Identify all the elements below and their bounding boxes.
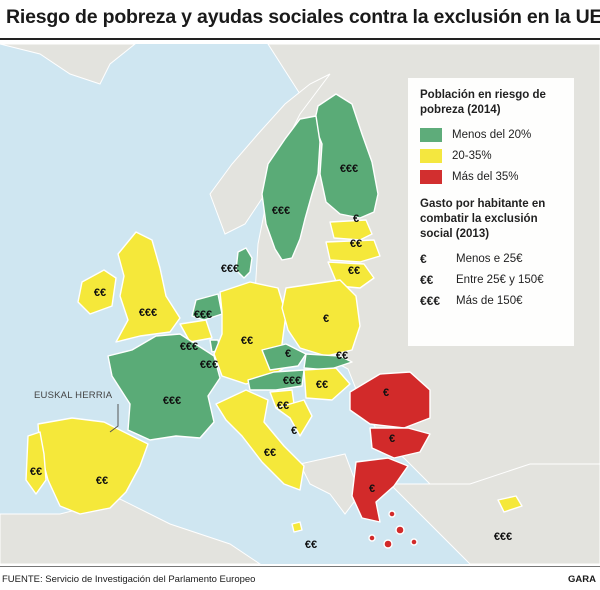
country-greece — [351, 457, 409, 523]
north-africa — [0, 498, 261, 564]
country-romania — [349, 371, 431, 429]
risk-legend-item: Más del 35% — [420, 166, 564, 187]
euro-marker-poland: € — [323, 313, 329, 325]
euro-marker-netherlands: €€€ — [194, 309, 212, 321]
country-portugal — [25, 431, 47, 495]
country-cyprus — [497, 495, 523, 513]
country-ireland — [77, 269, 117, 315]
country-hungary — [303, 367, 351, 401]
country-france — [107, 333, 221, 441]
greek-island — [395, 525, 405, 535]
risk-label-high: Más del 35% — [452, 170, 519, 183]
country-finland — [313, 93, 379, 219]
euro-key-1: € — [420, 251, 427, 266]
country-bulgaria — [369, 427, 431, 459]
balkans — [299, 453, 361, 515]
legend: Población en riesgo de pobreza (2014) Me… — [408, 78, 574, 346]
swatch-high — [420, 169, 442, 184]
turkey — [388, 463, 600, 564]
spend-legend-item: €€ Entre 25€ y 150€ — [420, 269, 564, 290]
countries-layer — [25, 93, 523, 549]
risk-label-mid: 20-35% — [452, 149, 492, 162]
spend-legend-item: € Menos e 25€ — [420, 248, 564, 269]
spend-label-1: Menos e 25€ — [456, 252, 523, 265]
euro-marker-greece: € — [369, 483, 375, 495]
country-netherlands — [191, 293, 223, 321]
country-estonia — [329, 219, 373, 241]
country-belgium — [179, 319, 213, 343]
euro-marker-cyprus: €€€ — [494, 531, 512, 543]
euro-marker-denmark: €€€ — [221, 263, 239, 275]
country-croatia — [275, 399, 313, 437]
euro-marker-france: €€€ — [163, 395, 181, 407]
footer-divider — [0, 566, 600, 567]
risk-legend-item: 20-35% — [420, 145, 564, 166]
brand-label: GARA — [568, 574, 596, 585]
risk-legend-item: Menos del 20% — [420, 124, 564, 145]
euro-marker-sweden: €€€ — [272, 205, 290, 217]
country-slovakia — [303, 353, 353, 371]
spend-label-2: Entre 25€ y 150€ — [456, 273, 544, 286]
country-denmark — [235, 247, 253, 279]
greek-island — [383, 539, 393, 549]
country-spain — [37, 417, 149, 515]
euro-marker-slovakia: €€ — [336, 350, 348, 362]
country-latvia — [325, 239, 381, 263]
euro-marker-estonia: € — [353, 213, 359, 225]
greek-island — [388, 510, 396, 518]
euro-marker-spain: €€ — [96, 475, 108, 487]
country-czech-republic — [261, 343, 307, 371]
source-note: FUENTE: Servicio de Investigación del Pa… — [2, 574, 256, 585]
euro-marker-croatia: € — [291, 425, 297, 437]
euro-marker-luxembourg: €€€ — [200, 359, 218, 371]
swatch-mid — [420, 148, 442, 163]
euro-key-3: €€€ — [420, 293, 441, 308]
country-sweden — [261, 115, 321, 261]
swatch-low — [420, 127, 442, 142]
euro-marker-czech-republic: € — [285, 348, 291, 360]
title-divider — [0, 38, 600, 40]
euro-marker-bulgaria: € — [389, 433, 395, 445]
euro-marker-austria: €€€ — [283, 375, 301, 387]
spend-label-3: Más de 150€ — [456, 294, 523, 307]
iceland-region — [0, 44, 136, 85]
euro-marker-italy: €€ — [264, 447, 276, 459]
spend-legend-title: Gasto por habitante en combatir la exclu… — [420, 198, 546, 240]
euro-marker-united-kingdom: €€€ — [139, 307, 157, 319]
risk-legend-title: Población en riesgo de pobreza (2014) — [420, 89, 546, 116]
euro-marker-romania: € — [383, 387, 389, 399]
risk-label-low: Menos del 20% — [452, 128, 532, 141]
greek-island — [410, 538, 418, 546]
euro-marker-portugal: €€ — [30, 466, 42, 478]
euro-marker-hungary: €€ — [316, 379, 328, 391]
region-pointer — [109, 404, 119, 433]
euro-markers: €€€€€€€€€€€€€€€€€€€ €€€€€€€€€€€€€ €€€€€ €€€… — [30, 163, 512, 551]
map-title: Riesgo de pobreza y ayudas sociales cont… — [6, 6, 600, 28]
euro-key-2: €€ — [420, 272, 434, 287]
greek-island — [368, 534, 376, 542]
euro-marker-slovenia: €€ — [277, 400, 289, 412]
country-italy — [215, 389, 305, 491]
euro-marker-germany: €€ — [241, 335, 253, 347]
country-austria — [247, 369, 305, 391]
euro-marker-belgium: €€€ — [180, 341, 198, 353]
spend-legend-item: €€€ Más de 150€ — [420, 290, 564, 311]
euro-marker-malta: €€ — [305, 539, 317, 551]
country-united-kingdom — [115, 231, 181, 343]
norway — [209, 73, 331, 235]
region-label: EUSKAL HERRIA — [34, 390, 113, 401]
country-poland — [281, 279, 361, 357]
region-annotation: EUSKAL HERRIA — [34, 390, 119, 433]
euro-marker-lithuania: €€ — [348, 265, 360, 277]
euro-marker-ireland: €€ — [94, 287, 106, 299]
country-malta — [291, 521, 303, 533]
euro-marker-latvia: €€ — [350, 238, 362, 250]
euro-marker-finland: €€€ — [340, 163, 358, 175]
